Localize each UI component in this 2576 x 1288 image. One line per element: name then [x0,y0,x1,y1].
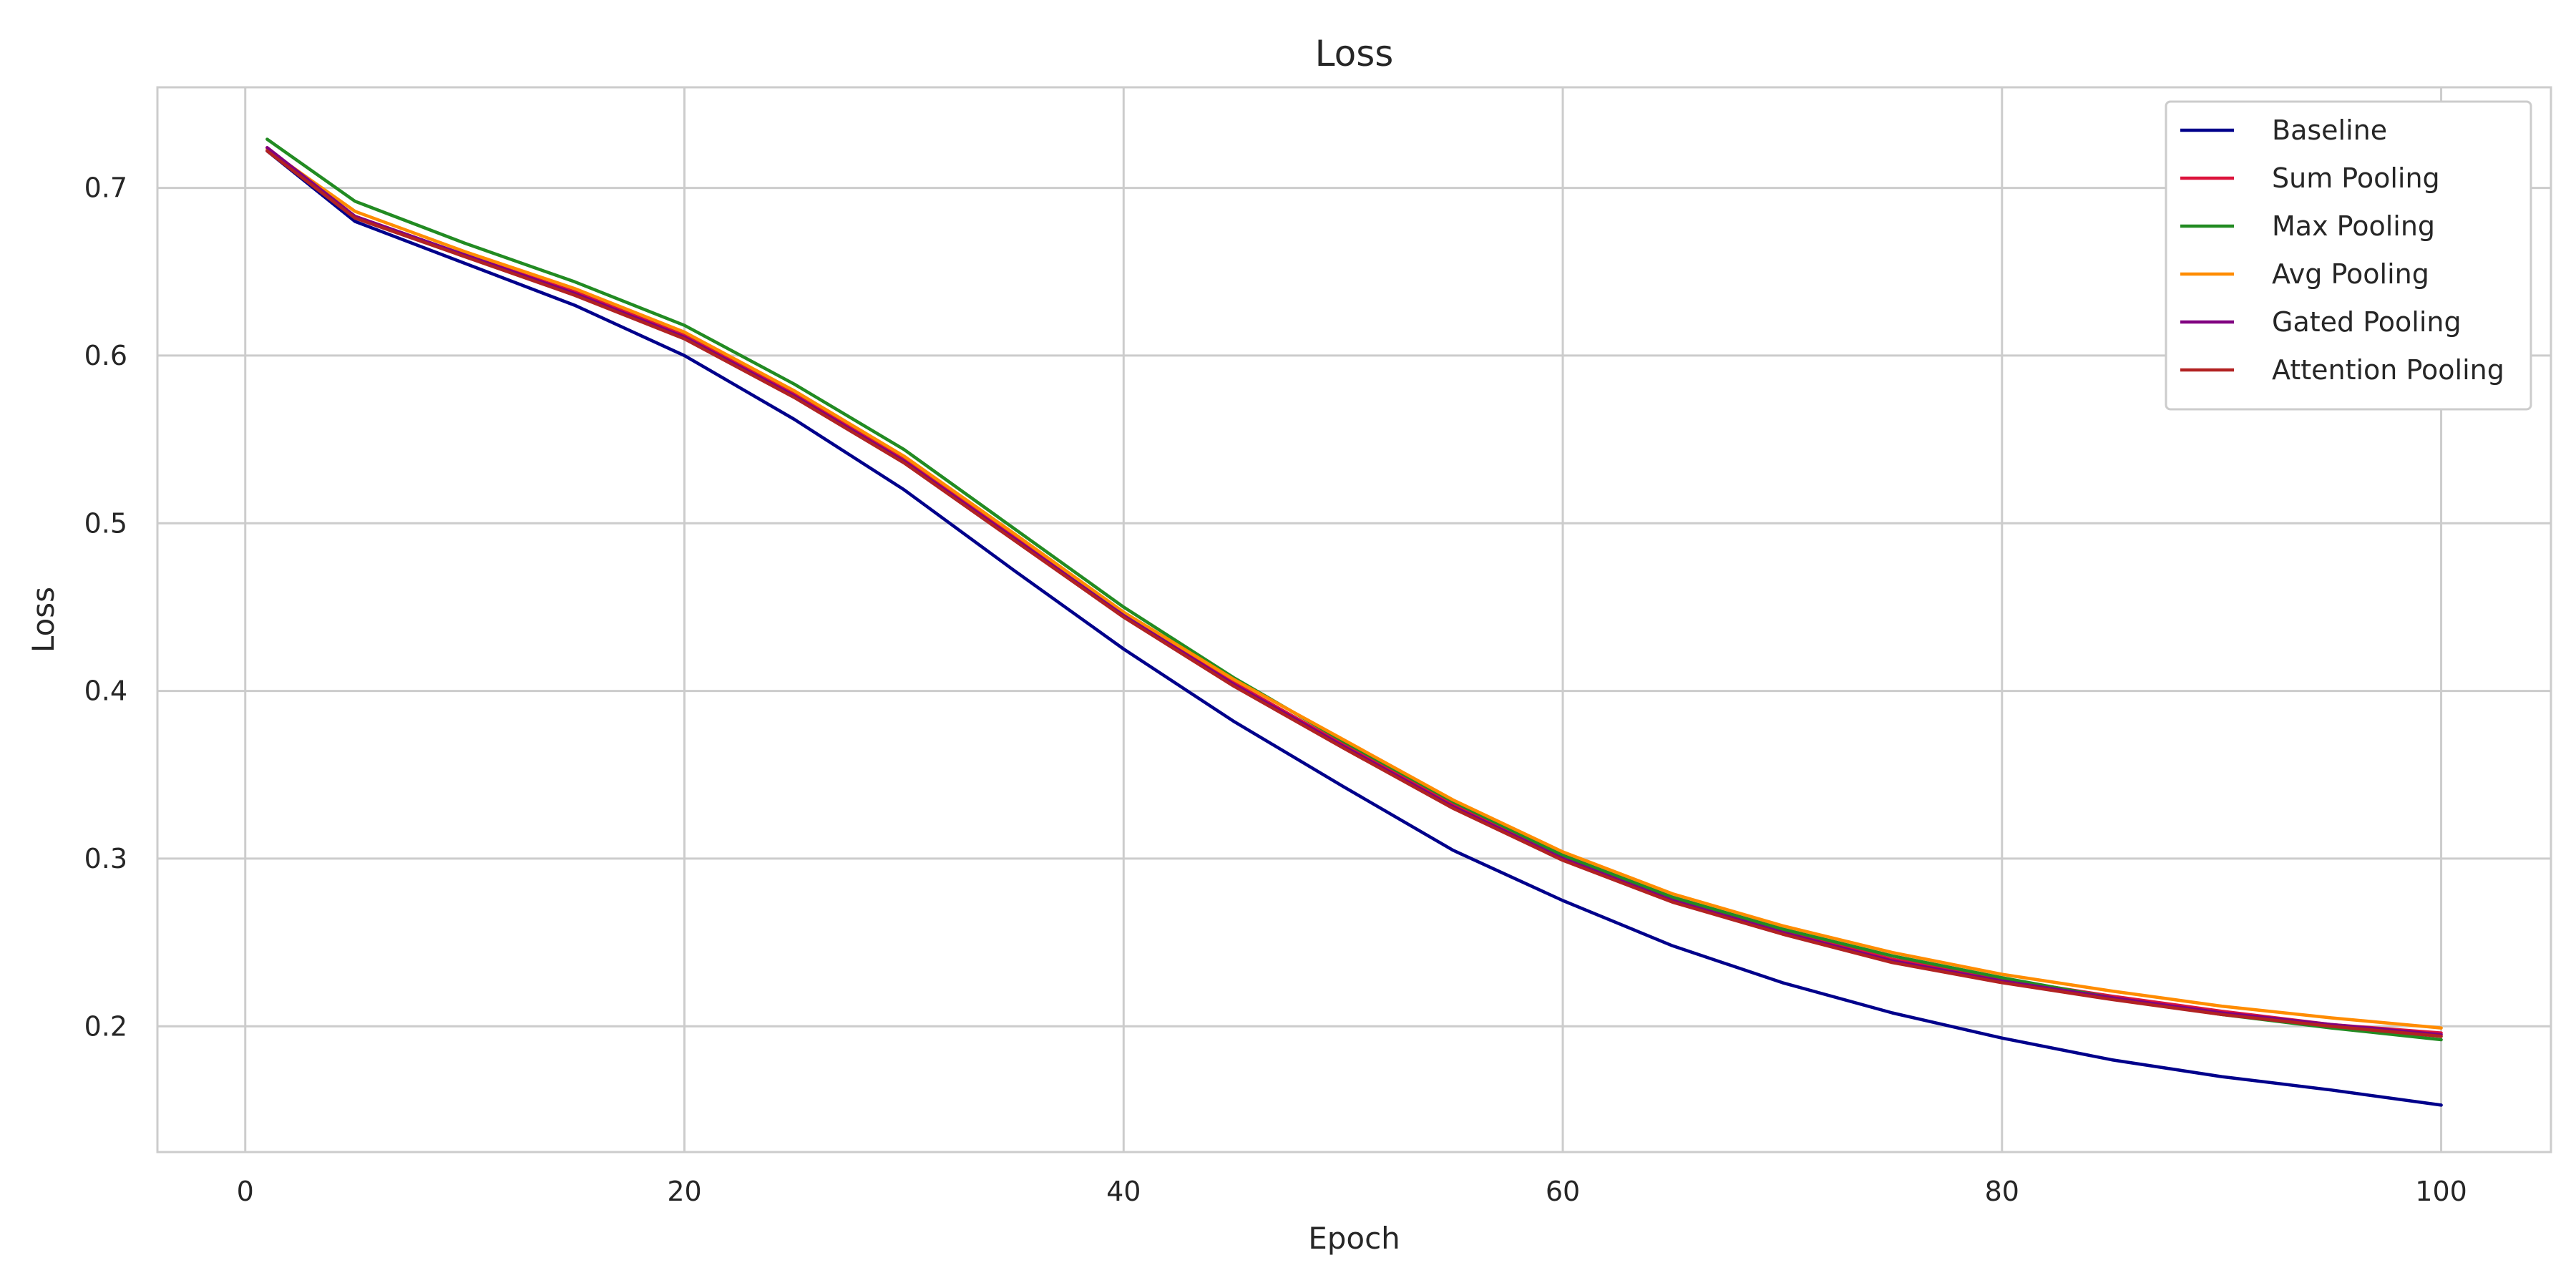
legend-label: Avg Pooling [2272,258,2429,290]
x-tick-labels: 0 20 40 60 80 100 [237,1176,2467,1207]
y-tick-label: 0.6 [84,340,127,371]
y-tick-label: 0.2 [84,1010,127,1042]
y-tick-label: 0.7 [84,172,127,204]
plot-frame [156,86,2552,1153]
legend-label: Gated Pooling [2272,306,2462,338]
legend-box [2165,100,2532,411]
y-tick-labels: 0.2 0.3 0.4 0.5 0.6 0.7 [84,172,127,1043]
y-tick-label: 0.5 [84,507,127,539]
legend-items: Baseline Sum Pooling Max Pooling Avg Poolin… [2180,114,2504,386]
legend-label: Max Pooling [2272,210,2435,242]
y-tick-label: 0.4 [84,675,127,707]
legend: Baseline Sum Pooling Max Pooling Avg Poolin… [2165,100,2532,411]
grid [157,87,2551,1152]
series-line-3 [265,147,2443,1030]
legend-label: Sum Pooling [2272,162,2440,194]
x-tick-label: 0 [237,1176,254,1207]
y-tick-label: 0.3 [84,843,127,874]
y-axis-label: Loss [26,587,61,653]
series-line-5 [265,149,2443,1038]
x-tick-label: 80 [1985,1176,2019,1207]
x-tick-label: 20 [667,1176,701,1207]
legend-label: Attention Pooling [2272,354,2504,386]
x-tick-label: 100 [2415,1176,2467,1207]
legend-label: Baseline [2272,114,2387,146]
series-line-0 [265,149,2443,1107]
chart-title: Loss [1315,33,1394,74]
x-tick-label: 60 [1546,1176,1580,1207]
series-lines [265,137,2443,1107]
x-axis-label: Epoch [1308,1221,1400,1256]
x-tick-label: 40 [1106,1176,1141,1207]
